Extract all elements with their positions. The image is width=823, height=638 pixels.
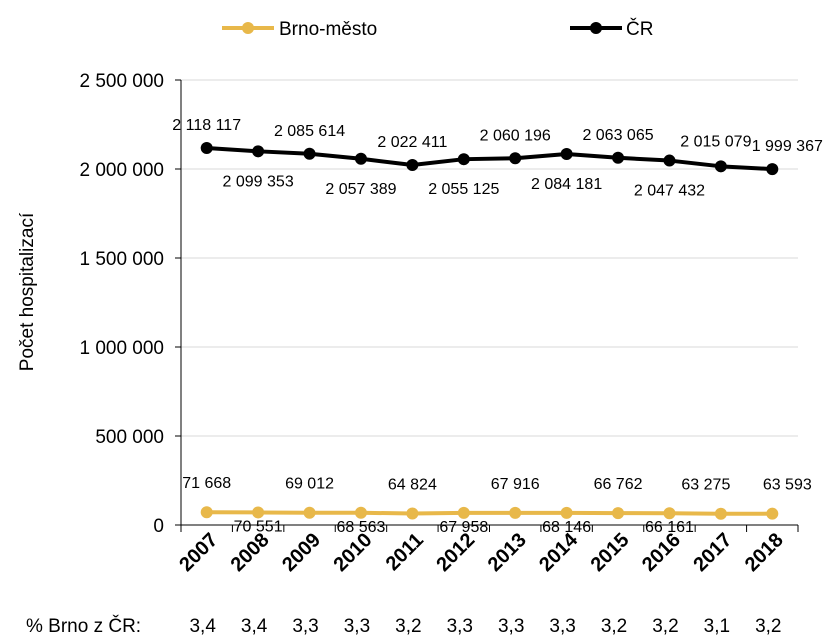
series-lines (200, 141, 779, 520)
x-tick-label: 2009 (278, 529, 325, 576)
data-label-cr: 2 047 432 (634, 183, 705, 200)
data-label-cr: 2 015 079 (680, 133, 751, 150)
series-line-brno (206, 510, 773, 516)
x-tick-label: 2013 (484, 529, 531, 576)
data-label-brno: 68 146 (542, 519, 591, 536)
ratio-value: 3,2 (395, 616, 421, 637)
ratio-value: 3,2 (601, 616, 627, 637)
data-point (303, 506, 316, 519)
ratio-value: 3,4 (189, 616, 216, 637)
data-label-cr: 2 057 389 (325, 181, 396, 198)
data-label-brno: 71 668 (182, 475, 231, 492)
data-label-brno: 70 551 (234, 518, 283, 535)
data-label-brno: 67 916 (491, 476, 540, 493)
data-point (714, 507, 727, 520)
data-point (509, 152, 522, 165)
data-point (457, 506, 470, 519)
data-point (457, 153, 470, 166)
ratio-value: 3,2 (652, 616, 678, 637)
axes (175, 79, 799, 532)
data-point (252, 506, 265, 519)
data-point (406, 159, 419, 172)
data-point (200, 141, 213, 154)
legend-marker (590, 22, 602, 34)
ratio-row: % Brno z ČR: 3,4 3,4 3,3 3,3 3,2 3,3 3,3 3,3 3,2 3… (26, 615, 782, 637)
ratio-value: 3,1 (704, 616, 730, 637)
data-label-cr: 1 999 367 (752, 138, 823, 155)
data-label-cr: 2 084 181 (531, 176, 602, 193)
data-label-cr: 2 063 065 (582, 127, 653, 144)
data-label-brno: 63 593 (763, 477, 812, 494)
data-point (509, 506, 522, 519)
data-label-cr: 2 099 353 (223, 173, 294, 190)
y-tick-label: 0 (153, 516, 164, 537)
ratio-value: 3,2 (755, 616, 781, 637)
data-label-cr: 2 118 117 (172, 117, 241, 134)
y-axis-label: Počet hospitalizací (17, 212, 38, 371)
legend-marker (242, 22, 254, 34)
data-label-cr: 2 022 411 (377, 134, 447, 151)
data-point (303, 147, 316, 160)
data-point (663, 507, 676, 520)
x-tick-label: 2012 (432, 529, 479, 576)
x-tick-label: 2010 (329, 529, 376, 576)
data-point (406, 507, 419, 520)
ratio-value: 3,4 (241, 616, 268, 637)
data-point (766, 163, 779, 176)
data-point (612, 507, 625, 520)
data-point (612, 151, 625, 164)
y-tick-label: 2 000 000 (79, 160, 164, 181)
ratio-value: 3,3 (447, 616, 473, 637)
legend-label: Brno-město (279, 19, 377, 40)
data-point (766, 507, 779, 520)
y-tick-label: 1 500 000 (79, 249, 164, 270)
ratio-value: 3,3 (498, 616, 524, 637)
data-label-brno: 64 824 (388, 476, 437, 493)
data-label-brno: 66 161 (645, 519, 694, 536)
data-label-cr: 2 060 196 (480, 127, 551, 144)
series-line-cr (206, 145, 773, 172)
x-tick-label: 2011 (382, 529, 428, 575)
gridlines (181, 79, 798, 437)
ratio-value: 3,3 (549, 616, 575, 637)
data-point (560, 148, 573, 161)
data-point (252, 145, 265, 158)
data-point (663, 154, 676, 167)
legend-label: ČR (626, 18, 653, 40)
data-label-brno: 69 012 (285, 476, 334, 493)
data-labels: 2 118 117 2 099 353 2 085 614 2 057 389 2 02… (172, 117, 823, 536)
x-tick-label: 2018 (741, 529, 788, 576)
x-tick-label: 2015 (587, 529, 634, 576)
data-label-cr: 2 055 125 (428, 181, 499, 198)
data-label-cr: 2 085 614 (274, 123, 345, 140)
data-label-brno: 66 762 (594, 476, 643, 493)
data-point (560, 506, 573, 519)
data-label-brno: 68 563 (336, 519, 385, 536)
data-label-brno: 67 958 (439, 519, 488, 536)
data-point (354, 506, 367, 519)
data-label-brno: 63 275 (681, 477, 730, 494)
data-point (200, 506, 213, 519)
x-tick-label: 2007 (175, 529, 222, 576)
ratio-row-label: % Brno z ČR: (26, 615, 141, 637)
ratio-value: 3,3 (292, 616, 318, 637)
y-tick-label: 1 000 000 (79, 338, 164, 359)
data-point (354, 152, 367, 165)
x-tick-label: 2017 (689, 529, 736, 576)
y-tick-labels: 0 500 000 1 000 000 1 500 000 2 000 000 2 500… (79, 71, 164, 537)
y-tick-label: 500 000 (95, 427, 164, 448)
y-tick-label: 2 500 000 (79, 71, 164, 92)
x-tick-label: 2008 (227, 529, 274, 576)
data-point (714, 160, 727, 173)
ratio-value: 3,3 (344, 616, 370, 637)
legend: Brno-město ČR (222, 18, 653, 40)
